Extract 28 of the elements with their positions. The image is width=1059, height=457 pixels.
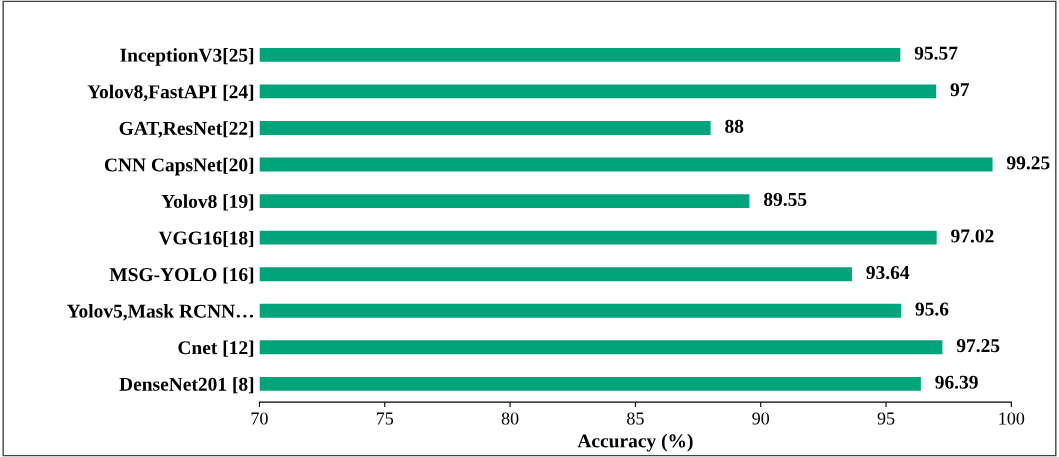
x-tick-label: 90: [752, 412, 770, 425]
data-label: 97.02: [951, 229, 994, 243]
data-label: 88: [725, 119, 744, 133]
y-tick-label: GAT,ResNet[22]: [119, 121, 254, 138]
y-tick-label: InceptionV3[25]: [120, 48, 254, 66]
y-tick-label: Cnet [12]: [178, 340, 254, 357]
y-tick-label: DenseNet201 [8]: [119, 377, 254, 394]
data-label: 89.55: [763, 192, 807, 207]
y-tick-label: VGG16[18]: [158, 230, 254, 247]
data-label: 95.57: [914, 46, 958, 60]
x-tick-label: 95: [877, 412, 895, 425]
y-tick-label: Yolov8 [19]: [161, 194, 254, 211]
x-tick-label: 80: [501, 412, 519, 425]
data-label: 97: [950, 83, 970, 97]
x-tick-label: 70: [251, 412, 268, 425]
x-axis-title: Accuracy (%): [577, 433, 693, 452]
x-tick-label: 75: [376, 412, 394, 425]
data-label: 96.39: [935, 375, 978, 389]
x-tick-label: 100: [999, 412, 1025, 425]
y-tick-label: Yolov8,FastAPI [24]: [87, 84, 254, 102]
y-tick-label: CNN CapsNet[20]: [104, 157, 254, 176]
data-label: 93.64: [866, 266, 910, 280]
data-label: 97.25: [956, 339, 1000, 353]
x-tick-label: 85: [627, 412, 644, 425]
y-tick-label: MSG-YOLO [16]: [109, 267, 254, 284]
data-label: 99.25: [1006, 156, 1050, 170]
data-label: 95.6: [915, 302, 949, 316]
y-tick-label: Yolov5,Mask RCNN…: [66, 304, 254, 321]
